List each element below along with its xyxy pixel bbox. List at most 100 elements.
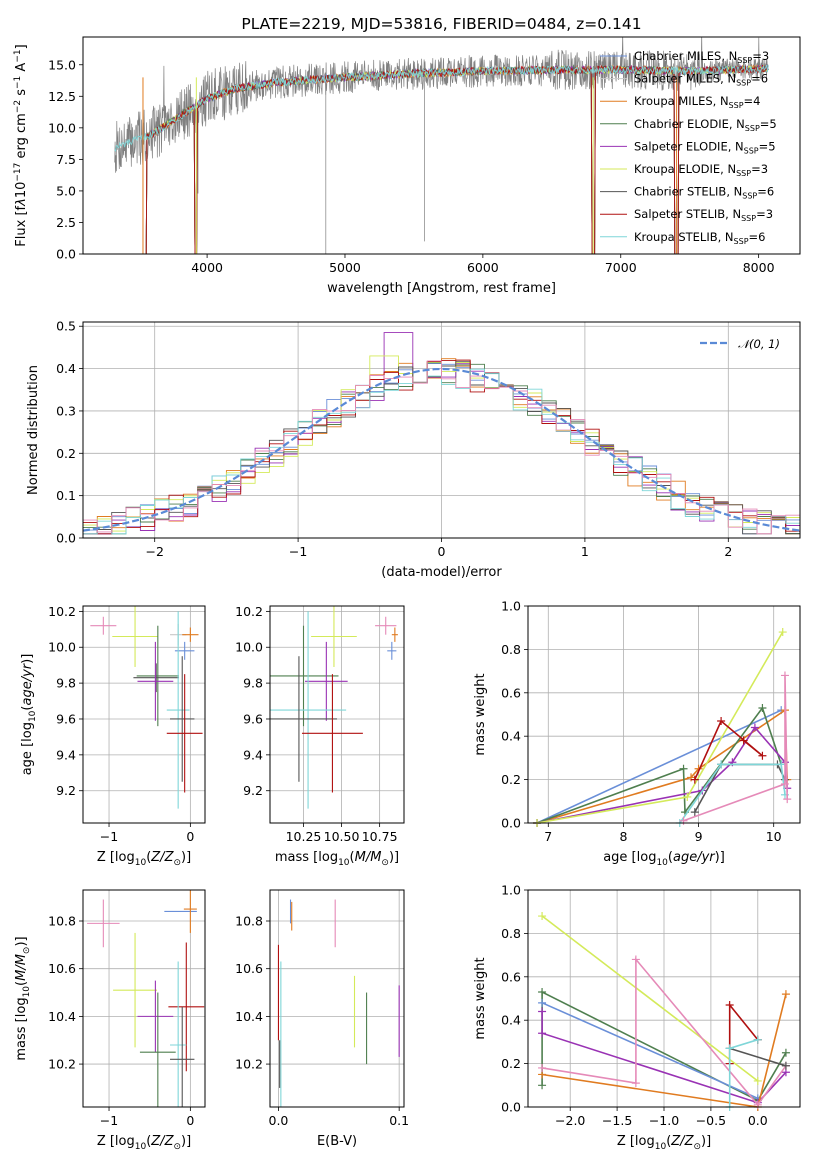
y-axis-label: mass weight xyxy=(473,673,488,755)
x-tick-label: 8 xyxy=(619,829,627,844)
axes-frame xyxy=(269,889,405,1108)
spectrum-lines xyxy=(114,37,769,254)
errorbar-point xyxy=(301,674,363,793)
errorbar-point xyxy=(137,641,174,721)
y-tick-label: 0.4 xyxy=(501,1013,521,1028)
x-tick-label: 2 xyxy=(724,544,732,559)
x-tick-label: −2 xyxy=(145,544,163,559)
x-tick-label: 7 xyxy=(544,829,552,844)
errorbar-point xyxy=(170,1006,195,1107)
weight-marker xyxy=(690,775,699,784)
y-tick-label: 10.2 xyxy=(235,1057,263,1072)
weight-marker xyxy=(780,671,789,680)
mass-vs-ebv-panel: 0.0 0.1 10.2 10.4 10.6 10.8 E(B-V) xyxy=(235,889,409,1149)
y-tick-label: 0.0 xyxy=(56,247,76,262)
errorbar-point xyxy=(137,980,174,1053)
x-tick-label: 8000 xyxy=(743,260,775,275)
weight-vs-age-panel: 7 8 9 10 0.0 0.2 0.4 0.6 0.8 1.0 age [log10(age/yr… xyxy=(473,599,801,868)
weight-marker xyxy=(758,703,767,712)
x-tick-label: 7000 xyxy=(605,260,637,275)
weight-marker xyxy=(538,1063,547,1072)
weight-marker xyxy=(679,816,688,825)
y-tick-label: 10.2 xyxy=(235,604,263,619)
y-tick-label: 10.0 xyxy=(235,640,263,655)
weight-marker xyxy=(538,987,547,996)
x-tick-label: 0.1 xyxy=(389,1113,409,1128)
axes-frame xyxy=(82,605,206,824)
weight-marker xyxy=(753,1035,762,1044)
y-tick-label: 12.5 xyxy=(48,89,76,104)
model-spectrum xyxy=(143,64,769,254)
chart-title: PLATE=2219, MJD=53816, FIBERID=0484, z=0… xyxy=(241,15,641,33)
errorbar-point xyxy=(270,656,337,782)
y-tick-label: 0.6 xyxy=(501,685,521,700)
errorbar-point xyxy=(305,641,348,721)
x-axis-label: Z [log10(Z/Z⊙)] xyxy=(97,1134,191,1152)
weight-series-line xyxy=(541,1002,759,1100)
weight-series-line xyxy=(536,631,784,824)
weight-marker xyxy=(753,1076,762,1085)
errorbar-point xyxy=(166,611,190,809)
y-tick-label: 10.6 xyxy=(48,961,76,976)
histogram-lines xyxy=(83,332,800,535)
weight-marker xyxy=(783,795,792,804)
errorbar-point xyxy=(87,899,120,948)
weight-marker xyxy=(717,717,726,726)
x-axis-label: E(B-V) xyxy=(317,1134,357,1149)
weight-marker xyxy=(538,998,547,1007)
errorbar-point xyxy=(270,625,339,727)
errorbar-point xyxy=(166,674,203,793)
errorbar-point xyxy=(139,992,176,1107)
y-tick-label: 15.0 xyxy=(48,57,76,72)
y-tick-label: 0.1 xyxy=(56,488,76,503)
weight-marker xyxy=(690,808,699,817)
errorbars xyxy=(277,899,400,1107)
weight-series-line xyxy=(541,915,759,1082)
x-tick-label: −0.5 xyxy=(696,1113,726,1128)
x-axis-label: Z [log10(Z/Z⊙)] xyxy=(617,1134,711,1152)
errorbar-point xyxy=(113,932,158,1048)
y-tick-label: 0.6 xyxy=(501,969,521,984)
y-tick-label: 0.2 xyxy=(501,772,521,787)
errorbars xyxy=(87,890,205,1107)
legend-label: Chabrier STELIB, NSSP=6 xyxy=(634,185,774,201)
weight-series-line xyxy=(728,1002,759,1064)
legend-label: 𝒩(0, 1) xyxy=(738,337,780,351)
legend-label: Kroupa STELIB, NSSP=6 xyxy=(634,230,765,246)
weight-series-line xyxy=(541,1011,787,1104)
y-tick-label: 10.2 xyxy=(48,1057,76,1072)
errorbar-point xyxy=(391,627,398,642)
errorbars xyxy=(90,606,203,809)
x-tick-label: 6000 xyxy=(467,260,499,275)
weight-marker xyxy=(780,779,789,788)
weight-marker xyxy=(781,1061,790,1070)
y-tick-label: 10.8 xyxy=(48,914,76,929)
x-tick-label: 1 xyxy=(581,544,589,559)
weight-marker xyxy=(631,1079,640,1088)
weight-marker xyxy=(781,990,790,999)
y-tick-label: 0.4 xyxy=(56,361,76,376)
y-axis-label: Flux [fλ10−17 erg cm−2 s−1 A−1] xyxy=(13,44,29,246)
errorbar-point xyxy=(183,890,197,933)
weight-series-line xyxy=(683,675,788,822)
y-tick-label: 10.8 xyxy=(235,914,263,929)
age-vs-mass-panel: 10.25 10.50 10.75 9.2 9.4 9.6 9.8 10.0 10.2 mass … xyxy=(235,604,405,868)
axes-frame xyxy=(527,605,801,824)
y-tick-label: 9.6 xyxy=(243,711,263,726)
y-tick-label: 5.0 xyxy=(56,183,76,198)
weight-series-line xyxy=(536,709,782,824)
y-tick-label: 10.0 xyxy=(48,120,76,135)
y-tick-label: 9.4 xyxy=(243,747,263,762)
mass-vs-metallicity-panel: −1 0 10.2 10.4 10.6 10.8 Z [log10(Z/Z⊙)] mass [… xyxy=(14,889,206,1152)
histogram-step xyxy=(83,360,800,535)
y-tick-label: 0.0 xyxy=(501,1100,521,1115)
x-tick-label: 10.50 xyxy=(324,829,360,844)
y-axis-label: mass weight xyxy=(473,957,488,1039)
weight-marker xyxy=(538,1007,547,1016)
y-tick-label: 0.5 xyxy=(56,319,76,334)
y-tick-label: 0.2 xyxy=(56,446,76,461)
y-tick-label: 9.2 xyxy=(243,783,263,798)
weight-marker xyxy=(781,1048,790,1057)
y-tick-label: 2.5 xyxy=(56,215,76,230)
